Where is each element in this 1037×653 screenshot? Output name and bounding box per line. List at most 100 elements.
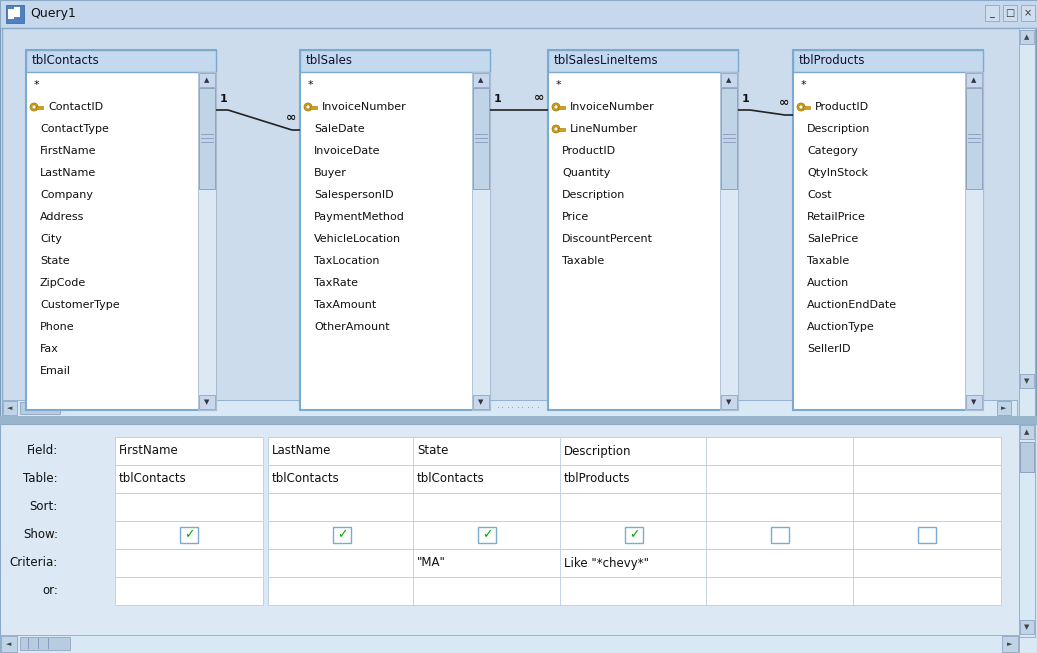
Bar bbox=[15, 7, 20, 17]
Bar bbox=[770, 527, 789, 543]
Text: ✓: ✓ bbox=[337, 528, 347, 541]
Bar bbox=[1019, 28, 1035, 416]
Text: ▼: ▼ bbox=[1025, 378, 1030, 384]
Bar bbox=[6, 5, 24, 23]
Text: ·: · bbox=[506, 403, 509, 413]
Text: FirstName: FirstName bbox=[119, 445, 178, 458]
Bar bbox=[310, 106, 317, 108]
Text: *: * bbox=[34, 80, 39, 90]
Text: ∞: ∞ bbox=[534, 91, 544, 104]
Text: ContactID: ContactID bbox=[48, 102, 103, 112]
Circle shape bbox=[30, 103, 38, 111]
Text: ▲: ▲ bbox=[972, 77, 977, 83]
Bar bbox=[0, 424, 1037, 653]
Text: Description: Description bbox=[562, 190, 625, 200]
Text: LastName: LastName bbox=[272, 445, 332, 458]
Text: FirstName: FirstName bbox=[40, 146, 96, 156]
Bar bbox=[198, 72, 216, 410]
Bar bbox=[2, 28, 1035, 416]
Bar bbox=[1020, 620, 1034, 634]
Text: PaymentMethod: PaymentMethod bbox=[314, 212, 404, 222]
Bar bbox=[560, 465, 708, 493]
Text: □: □ bbox=[1006, 8, 1014, 18]
Text: Quantity: Quantity bbox=[562, 168, 611, 178]
Text: ZipCode: ZipCode bbox=[40, 278, 86, 288]
Text: Sort:: Sort: bbox=[30, 500, 58, 513]
Bar bbox=[918, 527, 936, 543]
Bar bbox=[720, 72, 738, 410]
Circle shape bbox=[554, 127, 558, 131]
Bar bbox=[1003, 5, 1017, 21]
Text: LastName: LastName bbox=[40, 168, 96, 178]
Text: City: City bbox=[40, 234, 62, 244]
Bar bbox=[793, 50, 983, 410]
Bar bbox=[560, 521, 708, 549]
Bar bbox=[966, 73, 982, 87]
Text: State: State bbox=[40, 256, 69, 266]
Bar bbox=[413, 493, 561, 521]
Text: tblSales: tblSales bbox=[306, 54, 353, 67]
Bar bbox=[560, 549, 708, 577]
Bar bbox=[473, 73, 489, 87]
Text: Query1: Query1 bbox=[30, 7, 76, 20]
Text: "MA": "MA" bbox=[417, 556, 446, 569]
Text: *: * bbox=[308, 80, 313, 90]
Bar bbox=[706, 577, 854, 605]
Bar bbox=[1019, 424, 1035, 637]
Circle shape bbox=[798, 105, 803, 109]
Circle shape bbox=[304, 103, 312, 111]
Text: SalespersonID: SalespersonID bbox=[314, 190, 394, 200]
Bar bbox=[413, 577, 561, 605]
Text: InvoiceDate: InvoiceDate bbox=[314, 146, 381, 156]
Bar bbox=[115, 549, 263, 577]
Bar bbox=[3, 401, 17, 415]
Text: SaleDate: SaleDate bbox=[314, 124, 365, 134]
Bar bbox=[997, 401, 1011, 415]
Text: ProductID: ProductID bbox=[815, 102, 869, 112]
Text: ·: · bbox=[516, 403, 520, 413]
Text: Fax: Fax bbox=[40, 344, 59, 354]
Bar bbox=[560, 493, 708, 521]
Text: tblProducts: tblProducts bbox=[564, 473, 630, 485]
Bar bbox=[268, 577, 416, 605]
Bar bbox=[199, 73, 215, 87]
Bar bbox=[558, 127, 565, 131]
Bar bbox=[985, 5, 999, 21]
Text: TaxRate: TaxRate bbox=[314, 278, 358, 288]
Bar bbox=[199, 395, 215, 409]
Bar bbox=[115, 577, 263, 605]
Text: ▲: ▲ bbox=[1025, 429, 1030, 435]
Bar bbox=[333, 527, 351, 543]
Bar bbox=[8, 9, 15, 19]
Text: Field:: Field: bbox=[27, 445, 58, 458]
Text: ▼: ▼ bbox=[478, 399, 483, 405]
Bar bbox=[268, 437, 416, 465]
Bar bbox=[478, 527, 496, 543]
Text: SalePrice: SalePrice bbox=[807, 234, 859, 244]
Text: Phone: Phone bbox=[40, 322, 75, 332]
Bar bbox=[0, 416, 1037, 424]
Text: Like "*chevy*": Like "*chevy*" bbox=[564, 556, 649, 569]
Text: ·: · bbox=[511, 403, 514, 413]
Bar bbox=[853, 493, 1001, 521]
Text: ►: ► bbox=[1007, 641, 1013, 647]
Text: SellerID: SellerID bbox=[807, 344, 850, 354]
Bar bbox=[115, 521, 263, 549]
Bar bbox=[706, 493, 854, 521]
Bar bbox=[560, 577, 708, 605]
Text: TaxLocation: TaxLocation bbox=[314, 256, 380, 266]
Text: LineNumber: LineNumber bbox=[570, 124, 638, 134]
Bar bbox=[115, 437, 263, 465]
Bar bbox=[473, 395, 489, 409]
Bar bbox=[36, 106, 43, 108]
Bar bbox=[1020, 442, 1034, 472]
Bar bbox=[966, 395, 982, 409]
Bar bbox=[793, 50, 983, 72]
Bar bbox=[1, 636, 17, 652]
Text: Table:: Table: bbox=[24, 473, 58, 485]
Bar bbox=[853, 549, 1001, 577]
Text: ×: × bbox=[1024, 8, 1032, 18]
Bar bbox=[721, 88, 737, 189]
Bar bbox=[268, 493, 416, 521]
Text: ▲: ▲ bbox=[478, 77, 483, 83]
